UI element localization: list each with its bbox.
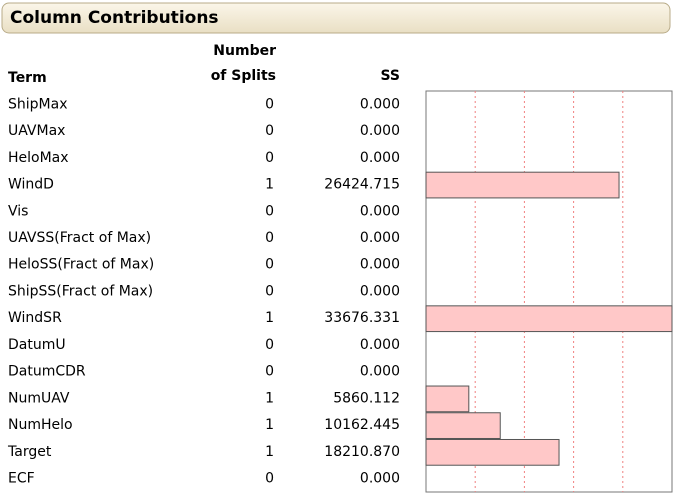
term-label: NumHelo <box>8 417 73 433</box>
term-label: ShipSS(Fract of Max) <box>8 283 153 299</box>
bar <box>425 438 560 466</box>
ss-value: 10162.445 <box>324 417 400 433</box>
splits-value: 1 <box>265 390 274 406</box>
ss-value: 0.000 <box>360 123 400 139</box>
ss-value: 0.000 <box>360 150 400 166</box>
ss-value: 0.000 <box>360 203 400 219</box>
term-label: ECF <box>8 471 35 487</box>
column-header: SS <box>380 68 400 84</box>
splits-value: 0 <box>265 96 274 112</box>
ss-value: 18210.870 <box>324 444 400 460</box>
splits-value: 0 <box>265 283 274 299</box>
ss-value: 26424.715 <box>324 177 400 193</box>
term-label: UAVMax <box>8 123 65 139</box>
term-label: ShipMax <box>8 96 67 112</box>
splits-value: 0 <box>265 257 274 273</box>
term-label: NumUAV <box>8 390 70 406</box>
term-label: WindSR <box>8 310 62 326</box>
bar <box>425 412 501 439</box>
splits-value: 1 <box>265 177 274 193</box>
title-bar[interactable] <box>1 2 671 34</box>
column-header: Term <box>8 70 47 86</box>
term-label: Target <box>7 444 52 460</box>
term-label: HeloSS(Fract of Max) <box>8 257 154 273</box>
column-header: of Splits <box>211 68 276 84</box>
term-label: Vis <box>8 203 28 219</box>
term-label: UAVSS(Fract of Max) <box>8 230 151 246</box>
splits-value: 0 <box>265 337 274 353</box>
bar <box>425 171 620 199</box>
ss-value: 0.000 <box>360 364 400 380</box>
bar <box>425 385 470 413</box>
ss-value: 0.000 <box>360 471 400 487</box>
splits-value: 0 <box>265 364 274 380</box>
term-label: DatumU <box>8 337 66 353</box>
ss-value: 0.000 <box>360 96 400 112</box>
ss-value: 5860.112 <box>333 390 400 406</box>
splits-value: 1 <box>265 444 274 460</box>
title: Column Contributions <box>10 8 219 28</box>
splits-value: 0 <box>265 123 274 139</box>
splits-value: 0 <box>265 150 274 166</box>
splits-value: 1 <box>265 310 274 326</box>
term-label: WindD <box>8 177 54 193</box>
splits-value: 1 <box>265 417 274 433</box>
splits-value: 0 <box>265 203 274 219</box>
ss-value: 33676.331 <box>324 310 400 326</box>
ss-value: 0.000 <box>360 257 400 273</box>
ss-value: 0.000 <box>360 230 400 246</box>
term-label: DatumCDR <box>8 364 86 380</box>
column-header: Number <box>213 43 276 59</box>
ss-value: 0.000 <box>360 337 400 353</box>
bar <box>425 305 673 333</box>
term-label: HeloMax <box>8 150 69 166</box>
ss-value: 0.000 <box>360 283 400 299</box>
splits-value: 0 <box>265 471 274 487</box>
splits-value: 0 <box>265 230 274 246</box>
